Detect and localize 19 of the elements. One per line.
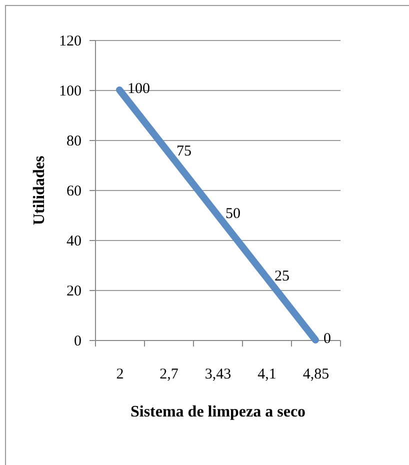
x-tick-label: 2,7	[160, 366, 179, 382]
y-tick-label: 40	[66, 234, 82, 250]
x-axis-title: Sistema de limpeza a seco	[130, 404, 306, 420]
x-tick-label: 4,1	[258, 366, 276, 382]
x-tick-label: 3,43	[204, 366, 232, 382]
data-label: 25	[274, 268, 290, 284]
data-label: 0	[324, 331, 331, 347]
data-label: 50	[226, 206, 240, 222]
y-tick-label: 80	[66, 134, 82, 150]
data-label: 75	[176, 144, 192, 160]
x-tick-label: 2	[116, 366, 124, 382]
y-tick-label: 100	[59, 84, 82, 100]
y-tick-label: 120	[59, 34, 82, 50]
data-label: 100	[128, 81, 150, 97]
y-tick-label: 60	[66, 184, 82, 200]
y-tick-label: 20	[66, 284, 82, 300]
x-tick-label: 4,85	[302, 366, 330, 382]
y-axis-title: Utilidades	[31, 156, 48, 226]
y-tick-label: 0	[74, 334, 82, 350]
